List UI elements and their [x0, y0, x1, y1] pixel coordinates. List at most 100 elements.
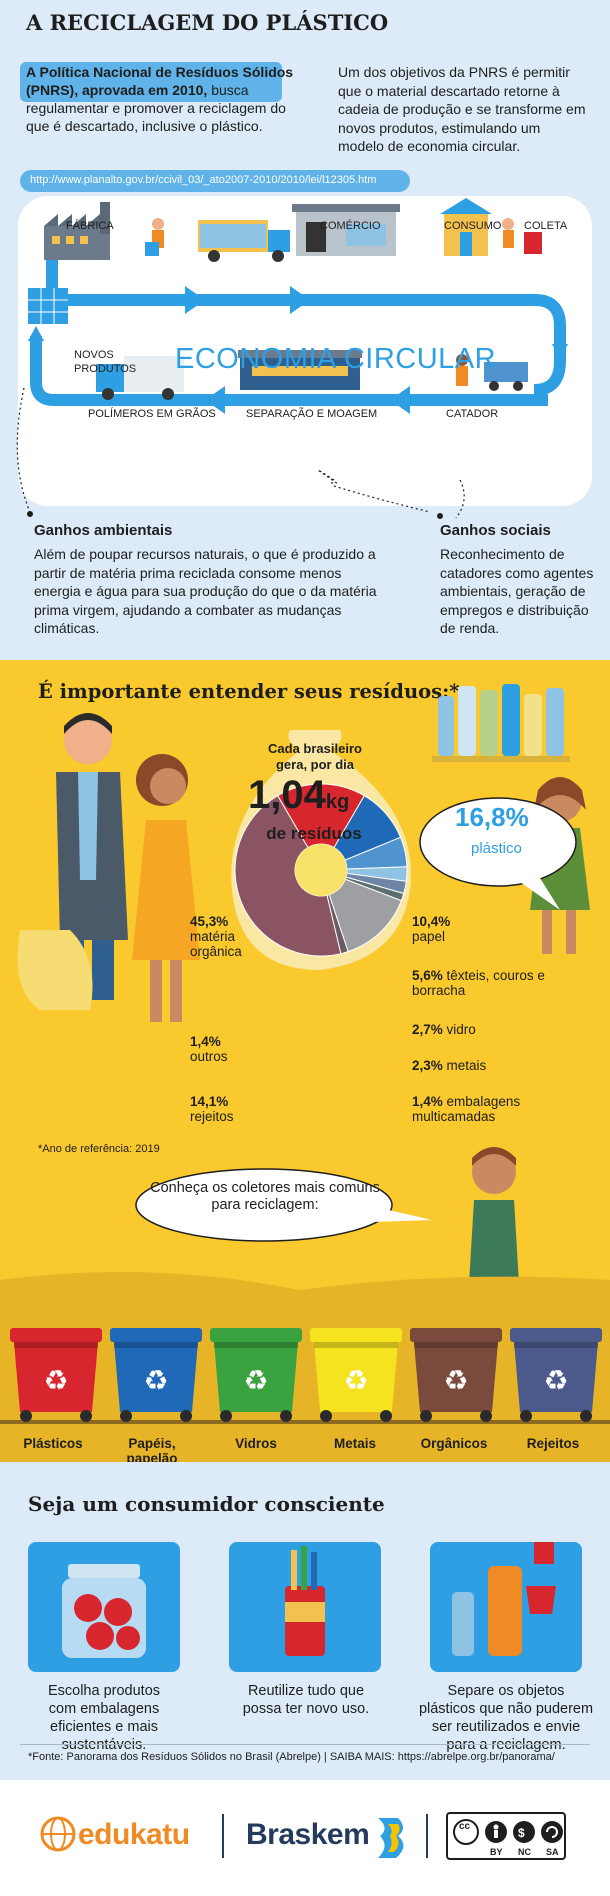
stage-fabrica: FÁBRICA — [66, 220, 114, 232]
stage-consumo: CONSUMO — [444, 220, 502, 232]
plastic-percent: 16,8% — [455, 802, 529, 832]
stage-catador: CATADOR — [446, 408, 499, 420]
conscious-consumer-section: Seja um consumidor consciente Escolha pr… — [0, 1462, 610, 1896]
reference-year-note: *Ano de referência: 2019 — [38, 1143, 160, 1155]
factory-icon — [44, 202, 164, 260]
bins-bubble-tail — [372, 1208, 432, 1222]
waste-illustrations: ♻ ♻ ♻ ♻ ♻ ♻ — [0, 684, 610, 1462]
woman-figure-icon — [132, 754, 200, 1022]
per-capita-intro: Cada brasileiro gera, por dia — [268, 741, 362, 772]
pellet-truck-icon — [96, 356, 184, 400]
recycle-symbol-icon: ♻ — [343, 1364, 368, 1397]
env-gains-text: Além de poupar recursos naturais, o que … — [34, 546, 377, 636]
circular-economy-label: ECONOMIA CIRCULAR — [175, 343, 497, 375]
house-icon — [440, 198, 542, 256]
plastic-items-icon — [452, 1542, 556, 1656]
store-icon — [292, 204, 400, 256]
right-loop-line — [426, 294, 566, 396]
recycle-symbol-icon: ♻ — [443, 1364, 468, 1397]
soc-gains-text: Reconhecimento de catadores como agentes… — [440, 546, 594, 636]
plastic-bubble-tail — [520, 878, 560, 910]
waste-section: É importante entender seus resíduos:* — [0, 660, 610, 1466]
stage-coleta: COLETA — [524, 220, 568, 232]
bottom-conveyor-line — [60, 394, 548, 406]
plastic-bottles-icon — [432, 684, 570, 762]
plastic-label: plástico — [471, 840, 522, 857]
gains-connectors — [16, 387, 465, 519]
recycle-symbol-icon: ♻ — [543, 1364, 568, 1397]
plastic-bubble — [419, 797, 577, 887]
recycling-bin-0: ♻ — [10, 1328, 102, 1422]
recycle-symbol-icon: ♻ — [43, 1364, 68, 1397]
per-capita-value: 1,04kg — [248, 773, 349, 818]
arrow-left-icon — [205, 386, 225, 414]
source-note: *Fonte: Panorama dos Resíduos Sólidos no… — [28, 1751, 555, 1763]
arrow-left-icon — [390, 386, 410, 414]
arrow-right-icon — [290, 286, 310, 314]
consumer-title: Seja um consumidor consciente — [28, 1492, 385, 1516]
recycling-bin-1: ♻ — [110, 1328, 202, 1422]
pnrs-highlight — [20, 62, 282, 102]
pnrs-objective-text: Um dos objetivos da PNRS é permitir que … — [338, 64, 586, 154]
label-vidro: 2,7% vidro — [412, 1022, 476, 1037]
waste-composition-donut — [234, 783, 408, 957]
bins-bubble-text: Conheça os coletores mais comuns para re… — [150, 1180, 380, 1213]
cycle-diagram — [28, 198, 568, 414]
tip-text-reuse: Reutilize tudo que possa ter novo uso. — [242, 1683, 370, 1717]
arrow-up-icon — [28, 326, 44, 341]
soc-gains-title: Ganhos sociais — [440, 522, 551, 539]
stage-polimeros: POLÍMEROS EM GRÃOS — [88, 408, 216, 420]
braskem-logo: Braskem — [246, 1818, 370, 1851]
label-rejeitos: 14,1% rejeitos — [190, 1094, 234, 1124]
pnrs-bold-text: A Política Nacional de Resíduos Sólidos … — [26, 64, 294, 98]
label-outros: 1,4% outros — [190, 1034, 228, 1064]
pnrs-rest-text: busca regulamentar e promover a reciclag… — [26, 82, 286, 134]
tip-card-packaging — [28, 1542, 180, 1672]
logo-separator — [222, 1814, 224, 1858]
bin-label-organicos: Orgânicos — [420, 1436, 488, 1451]
per-capita-number: 1,04 — [248, 773, 326, 817]
recycling-bin-3: ♻ — [310, 1328, 402, 1422]
tip-card-reuse — [229, 1542, 381, 1672]
cc-nc-label: NC — [518, 1847, 531, 1857]
law-url-link[interactable]: http://www.planalto.gov.br/ccivil_03/_at… — [20, 170, 410, 192]
svg-text:$: $ — [518, 1826, 525, 1840]
jar-tomatoes-icon — [62, 1564, 146, 1658]
bin-label-plasticos: Plásticos — [23, 1436, 83, 1451]
stage-novos-produtos: NOVOS PRODUTOS — [74, 349, 137, 375]
per-capita-suffix: de resíduos — [266, 824, 362, 843]
label-multicamadas: 1,4% embalagens multicamadas — [412, 1094, 521, 1124]
truck-icon — [198, 220, 290, 262]
footer-divider — [20, 1744, 590, 1745]
left-loop-line — [30, 336, 60, 406]
sorting-plant-icon — [238, 350, 362, 390]
garbage-bag-icon — [17, 930, 93, 1010]
recycle-symbol-icon: ♻ — [143, 1364, 168, 1397]
edukatu-globe-icon — [40, 1816, 76, 1852]
logo-separator — [426, 1814, 428, 1858]
cc-icons: $ — [453, 1819, 563, 1845]
pencil-can-icon — [285, 1546, 325, 1656]
stage-comercio: COMÉRCIO — [320, 220, 381, 232]
stage-separacao: SEPARAÇÃO E MOAGEM — [246, 408, 378, 420]
bin-label-rejeitos: Rejeitos — [526, 1436, 580, 1451]
recycling-bin-4: ♻ — [410, 1328, 502, 1422]
label-organica: 45,3% matéria orgânica — [190, 914, 242, 959]
top-conveyor-line — [46, 294, 426, 306]
recycling-bin-2: ♻ — [210, 1328, 302, 1422]
label-papel: 10,4% papel — [412, 914, 451, 944]
circular-economy-section: A RECICLAGEM DO PLÁSTICO A Política Naci… — [0, 0, 610, 660]
tip-text-separate: Separe os objetos plásticos que não pude… — [418, 1683, 594, 1753]
cc-label: cc — [459, 1821, 471, 1832]
tip-text-packaging: Escolha produtos com embalagens eficient… — [47, 1683, 161, 1753]
braskem-symbol-icon — [378, 1818, 404, 1858]
recycle-symbol-icon: ♻ — [243, 1364, 268, 1397]
arrow-down-icon — [552, 344, 568, 360]
donut-hole — [295, 844, 347, 896]
label-texteis: 5,6% têxteis, couros e borracha — [412, 968, 545, 998]
waste-picker-icon — [456, 354, 528, 391]
arrow-right-icon — [185, 286, 205, 314]
pnrs-text: A Política Nacional de Resíduos Sólidos … — [26, 63, 296, 135]
edukatu-logo: edukatu — [78, 1818, 190, 1851]
cc-sa-label: SA — [546, 1847, 559, 1857]
